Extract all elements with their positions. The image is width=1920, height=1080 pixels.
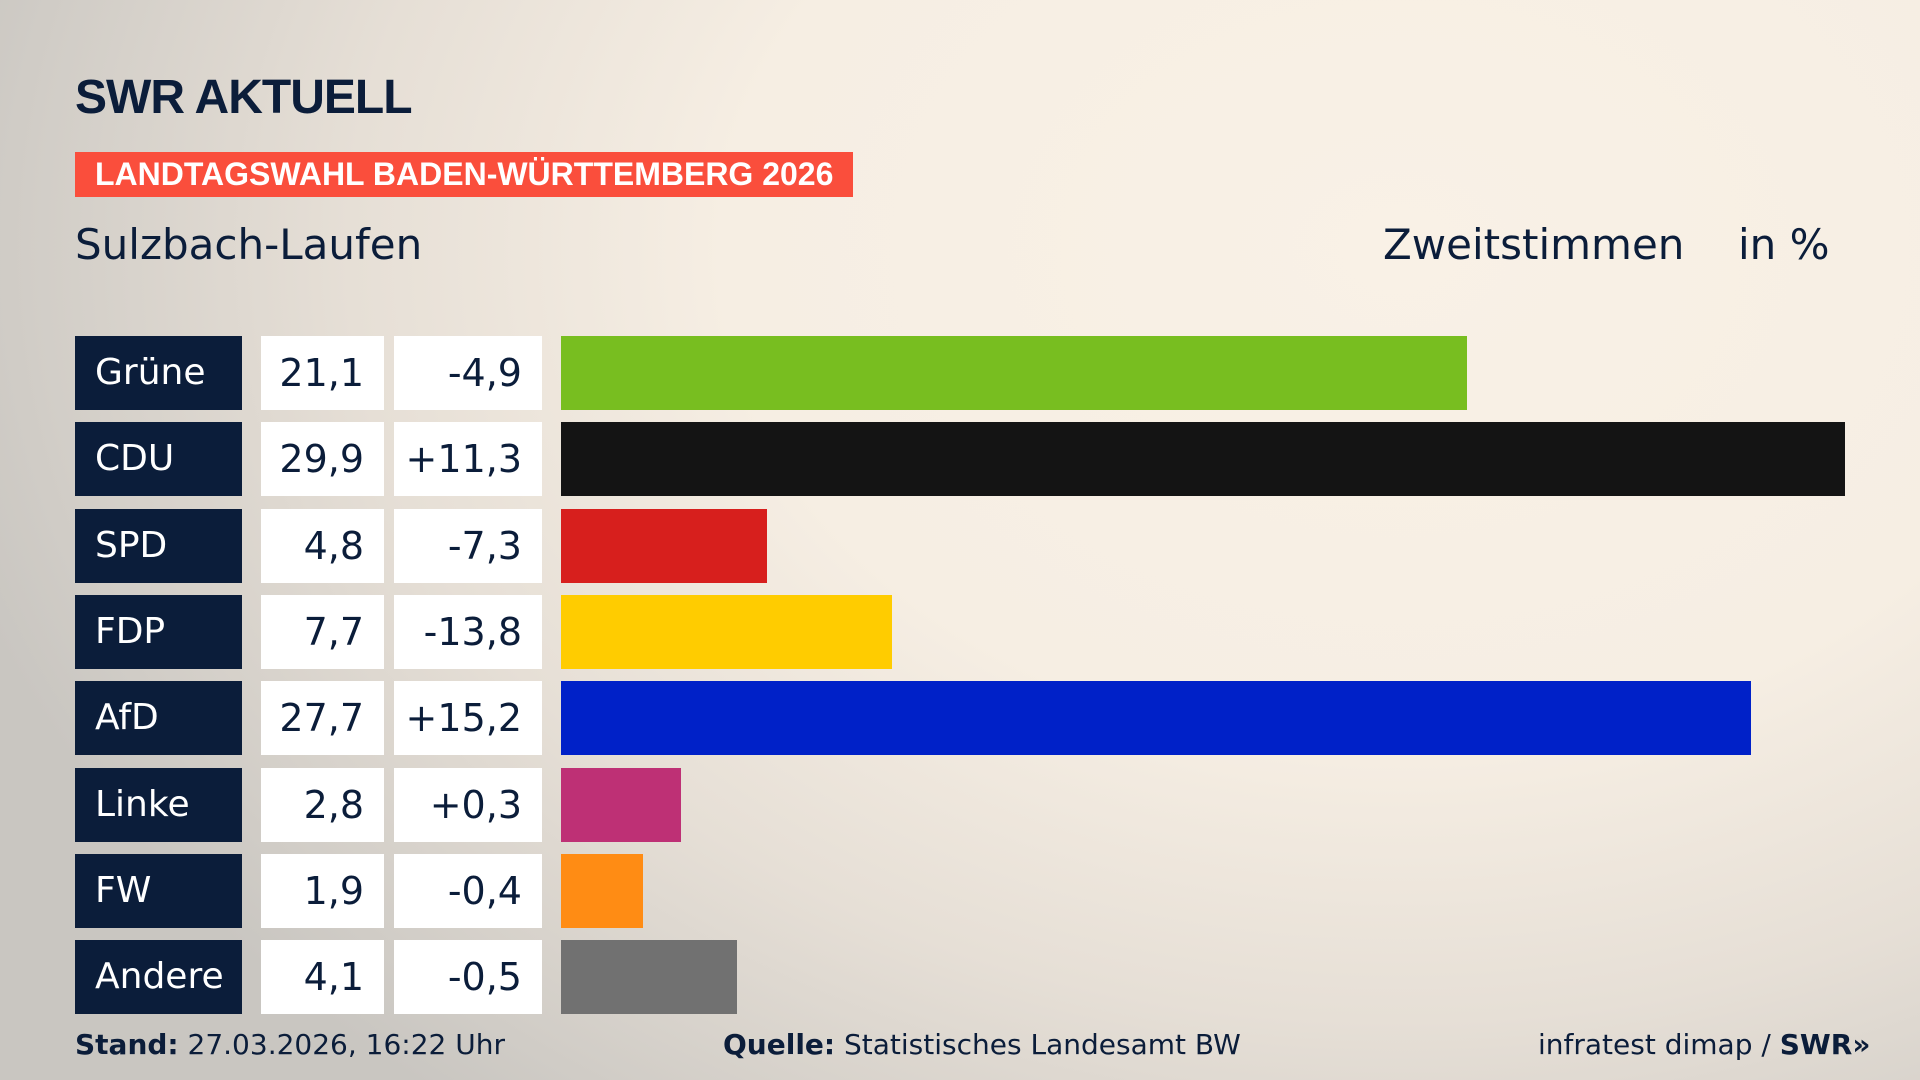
timestamp: Stand: 27.03.2026, 16:22 Uhr: [75, 1028, 505, 1061]
stand-label: Stand:: [75, 1028, 179, 1061]
bar-cdu: [561, 422, 1845, 497]
bar-andere: [561, 940, 738, 1015]
party-label: FW: [75, 853, 242, 928]
change-label: +0,3: [394, 767, 542, 842]
election-banner: LANDTAGSWAHL BADEN-WÜRTTEMBERG 2026: [75, 152, 854, 197]
credit-text: infratest dimap /: [1538, 1028, 1780, 1061]
credit: infratest dimap / SWR»: [1538, 1028, 1871, 1061]
value-label: 2,8: [261, 767, 384, 842]
bar-afd: [561, 681, 1751, 756]
source-label: Quelle:: [723, 1028, 836, 1061]
value-label: 29,9: [261, 422, 384, 497]
stand-value: 27.03.2026, 16:22 Uhr: [187, 1028, 505, 1061]
value-label: 1,9: [261, 853, 384, 928]
logo-text: SWR AKTUELL: [75, 71, 413, 124]
unit-label: in %: [1738, 220, 1830, 269]
measure-label: Zweitstimmen: [1383, 220, 1685, 269]
party-label: Grüne: [75, 336, 242, 410]
change-label: -7,3: [394, 508, 542, 583]
swr-aktuell-logo: SWR AKTUELL: [75, 70, 413, 125]
bar-fdp: [561, 594, 892, 669]
value-label: 21,1: [261, 336, 384, 410]
swr-logo-small: SWR: [1779, 1028, 1853, 1061]
party-label: Linke: [75, 767, 242, 842]
value-label: 4,1: [261, 940, 384, 1015]
change-label: +11,3: [394, 422, 542, 497]
bar-spd: [561, 508, 768, 583]
change-label: +15,2: [394, 681, 542, 756]
region-title: Sulzbach-Laufen: [75, 220, 423, 269]
bar-fw: [561, 853, 643, 928]
bar-grüne: [561, 336, 1468, 410]
change-label: -0,5: [394, 940, 542, 1015]
value-label: 7,7: [261, 594, 384, 669]
party-label: Andere: [75, 940, 242, 1015]
source-value: Statistisches Landesamt BW: [844, 1028, 1241, 1061]
party-label: CDU: [75, 422, 242, 497]
party-label: FDP: [75, 594, 242, 669]
change-label: -4,9: [394, 336, 542, 410]
party-label: SPD: [75, 508, 242, 583]
value-label: 27,7: [261, 681, 384, 756]
change-label: -0,4: [394, 853, 542, 928]
party-label: AfD: [75, 681, 242, 756]
bar-linke: [561, 767, 682, 842]
value-label: 4,8: [261, 508, 384, 583]
change-label: -13,8: [394, 594, 542, 669]
source: Quelle: Statistisches Landesamt BW: [723, 1028, 1241, 1061]
